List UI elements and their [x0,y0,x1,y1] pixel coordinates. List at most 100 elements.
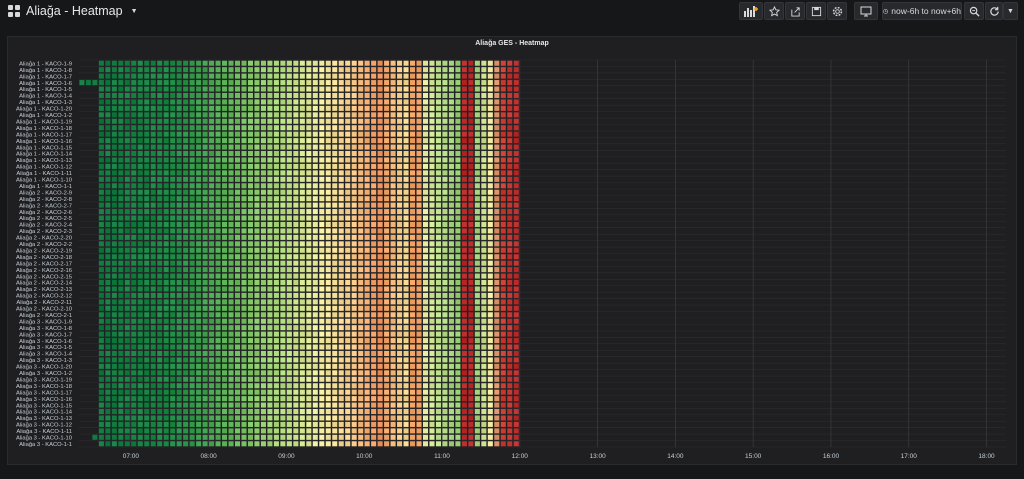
heatmap-cell [267,196,273,202]
heatmap-cell [371,228,377,234]
heatmap-cell [312,112,318,118]
heatmap-cell [390,415,396,421]
heatmap-cell [474,286,480,292]
heatmap-cell [435,196,441,202]
heatmap-cell [507,370,513,376]
heatmap-cell [105,99,111,105]
heatmap-cell [461,112,467,118]
heatmap-cell [390,67,396,73]
heatmap-cell [124,344,130,350]
heatmap-cell [429,209,435,215]
heatmap-cell [397,112,403,118]
heatmap-cell [105,312,111,318]
heatmap-cell [429,376,435,382]
heatmap-cell [397,305,403,311]
heatmap-cell [196,370,202,376]
heatmap-cell [351,247,357,253]
heatmap-cell [319,189,325,195]
heatmap-cell [234,138,241,144]
heatmap-cell [222,163,228,169]
heatmap-cell [474,221,480,227]
heatmap-cell [111,202,117,208]
heatmap-cell [215,409,221,415]
heatmap-cell [98,73,104,79]
heatmap-cell [170,157,176,163]
heatmap-cell [345,247,351,253]
heatmap-cell [429,247,435,253]
heatmap-cell [131,163,137,169]
heatmap-cell [222,331,228,337]
settings-button[interactable] [827,2,847,20]
heatmap-cell [422,409,429,415]
time-range-picker[interactable]: now-6h to now+6h [882,2,962,20]
heatmap-cell [474,376,480,382]
heatmap-cell [293,67,299,73]
heatmap-cell [124,254,130,260]
heatmap-cell [410,105,416,111]
heatmap-cell [144,376,150,382]
heatmap-cell [474,234,480,240]
heatmap-cell [118,60,124,66]
heatmap-cell [338,344,344,350]
heatmap-cell [397,176,403,182]
heatmap-cell [144,189,150,195]
heatmap-cell [183,215,189,221]
heatmap-cell [260,421,266,427]
heatmap-cell [98,396,104,402]
heatmap-cell [267,221,273,227]
heatmap-cell [384,434,390,440]
heatmap-cell [280,409,286,415]
save-button[interactable] [806,2,826,20]
heatmap-cell [183,280,189,286]
heatmap-cell [312,247,318,253]
share-button[interactable] [785,2,805,20]
heatmap-cell [422,234,429,240]
heatmap-cell [105,434,111,440]
heatmap-cell [98,383,104,389]
heatmap-cell [98,312,104,318]
add-panel-button[interactable] [739,2,763,20]
view-mode-button[interactable] [854,2,878,20]
heatmap-cell [137,163,143,169]
heatmap-cell [507,234,513,240]
heatmap-cell [306,73,312,79]
heatmap-cell [416,325,422,331]
zoom-out-button[interactable] [964,2,984,20]
heatmap-cell [500,228,506,234]
refresh-interval-dropdown[interactable]: ▼ [1003,2,1018,20]
heatmap-cell [209,409,215,415]
heatmap-cell [474,228,480,234]
heatmap-cell [332,215,338,221]
refresh-button[interactable] [985,2,1003,20]
heatmap-cell [500,292,506,298]
heatmap-cell [422,163,429,169]
heatmap-cell [183,144,189,150]
heatmap-cell [170,67,176,73]
heatmap-cell [150,305,156,311]
heatmap-cell [390,209,396,215]
heatmap-cell [410,428,416,434]
heatmap-cell [487,80,493,86]
heatmap-cell [513,73,519,79]
heatmap-cell [390,99,396,105]
heatmap-cell [228,131,234,137]
heatmap-cell [416,318,422,324]
heatmap-cell [118,383,124,389]
heatmap-cell [474,254,480,260]
heatmap-cell [170,112,176,118]
heatmap-cell [247,409,254,415]
heatmap-cell [183,331,189,337]
panel-title[interactable]: Aliağa GES - Heatmap [475,40,549,47]
heatmap-cell [293,312,299,318]
heatmap-cell [137,415,143,421]
star-button[interactable] [764,2,784,20]
heatmap-cell [345,402,351,408]
heatmap-cell [416,376,422,382]
heatmap-cell [280,325,286,331]
heatmap-cell [468,189,474,195]
heatmap-cell [183,318,189,324]
heatmap-cell [150,344,156,350]
heatmap-cell [410,260,416,266]
dashboard-picker[interactable]: Aliağa - Heatmap ▼ [8,4,138,18]
heatmap-cell [494,344,500,350]
